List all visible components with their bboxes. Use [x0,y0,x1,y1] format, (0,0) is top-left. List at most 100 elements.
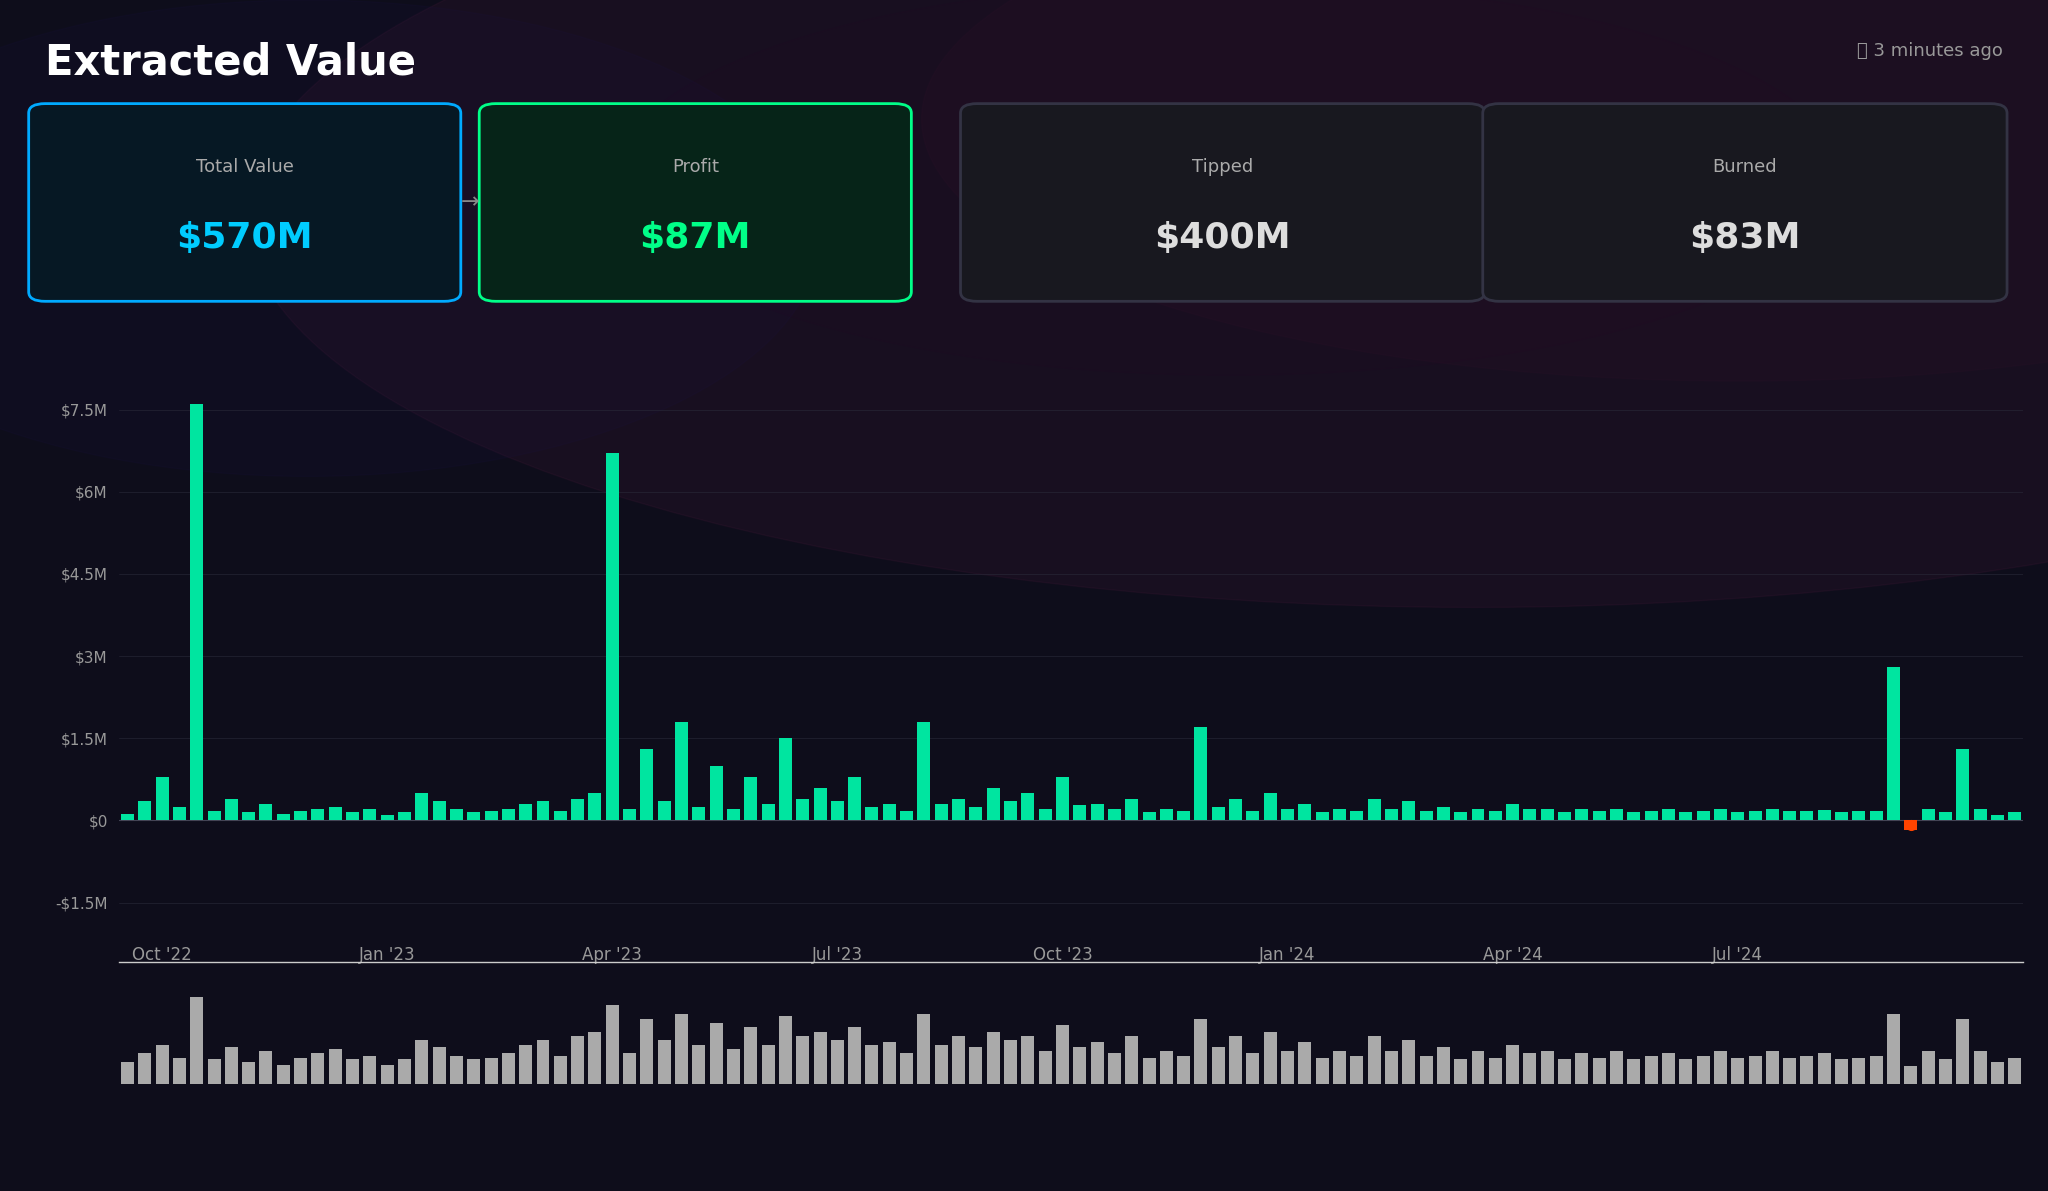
Bar [1886,1015,1901,1084]
Bar [1194,728,1208,821]
Bar [1108,1053,1120,1084]
Bar [1714,1050,1726,1084]
Bar [1991,815,2003,821]
Bar [1022,1036,1034,1084]
Bar [797,798,809,821]
Bar [1108,810,1120,821]
Bar [778,1016,793,1084]
Bar [1696,1056,1710,1084]
Bar [1004,1040,1018,1084]
Bar [606,454,618,821]
Bar [901,1053,913,1084]
Bar [1159,1050,1174,1084]
Bar [1247,811,1260,821]
Bar [1819,810,1831,821]
Bar [831,1040,844,1084]
Bar [1282,810,1294,821]
Bar [727,810,739,821]
Bar [1384,810,1399,821]
Bar [1229,798,1241,821]
Bar [1454,1060,1466,1084]
Text: Burned: Burned [1712,157,1778,176]
Bar [1835,811,1847,821]
Bar [918,1015,930,1084]
Bar [1473,1050,1485,1084]
Bar [727,1049,739,1084]
Bar [969,806,983,821]
Bar [330,1049,342,1084]
Bar [1800,811,1812,821]
Bar [813,787,827,821]
Bar [813,1031,827,1084]
Bar [1454,812,1466,821]
Bar [1212,1047,1225,1084]
Bar [451,810,463,821]
Bar [918,722,930,821]
Bar [1956,749,1970,821]
Bar [207,811,221,821]
Bar [623,1053,637,1084]
Bar [1559,812,1571,821]
Bar [1315,1058,1329,1084]
Bar [1403,802,1415,821]
Bar [172,1058,186,1084]
Bar [242,812,256,821]
Bar [1886,667,1901,821]
Bar [1143,1058,1155,1084]
Bar [1991,1062,2003,1084]
Bar [1559,1060,1571,1084]
Bar [139,802,152,821]
Bar [1696,811,1710,821]
Bar [1540,1050,1554,1084]
Bar [1679,812,1692,821]
Bar [1905,1066,1917,1084]
Text: Extracted Value: Extracted Value [45,42,416,83]
Bar [1298,804,1311,821]
Bar [311,810,324,821]
Bar [362,810,377,821]
Bar [1004,802,1018,821]
Bar [397,812,412,821]
Bar [571,1036,584,1084]
Bar [276,1065,289,1084]
Bar [362,1056,377,1084]
Bar [676,722,688,821]
Bar [1092,804,1104,821]
Bar [1212,806,1225,821]
Bar [225,1047,238,1084]
Text: Profit: Profit [672,157,719,176]
Bar [1575,1053,1589,1084]
Bar [848,777,860,821]
Bar [330,806,342,821]
Bar [934,1045,948,1084]
Bar [432,802,446,821]
Bar [1057,777,1069,821]
Bar [1663,810,1675,821]
Bar [311,1053,324,1084]
Bar [502,1053,514,1084]
Bar [1784,811,1796,821]
Bar [987,787,999,821]
Bar [1956,1018,1970,1084]
Bar [1194,1018,1208,1084]
Bar [1073,1047,1085,1084]
Bar [1645,811,1657,821]
Bar [657,802,670,821]
Bar [190,404,203,821]
Bar [1022,793,1034,821]
Bar [797,1036,809,1084]
Bar [416,793,428,821]
Bar [1350,1056,1364,1084]
Bar [848,1027,860,1084]
Bar [1870,811,1882,821]
Bar [743,777,758,821]
Bar [397,1060,412,1084]
Bar [1593,1058,1606,1084]
Bar [1731,1058,1745,1084]
Bar [242,1062,256,1084]
Bar [1645,1056,1657,1084]
Bar [467,812,479,821]
Bar [537,802,549,821]
Bar [121,1062,133,1084]
Bar [207,1060,221,1084]
